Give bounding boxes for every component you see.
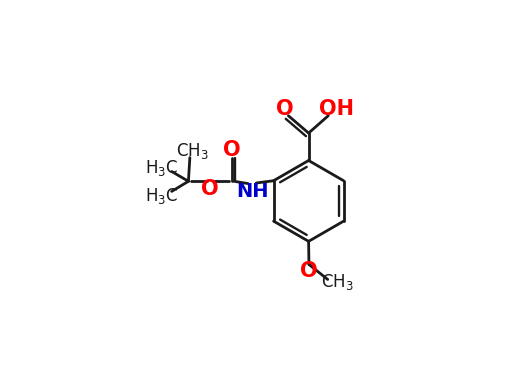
Text: O: O (300, 261, 318, 281)
Text: O: O (201, 179, 219, 199)
Text: H$_3$C: H$_3$C (145, 186, 178, 206)
Text: H$_3$C: H$_3$C (145, 158, 178, 178)
Text: CH$_3$: CH$_3$ (176, 141, 208, 160)
Text: NH: NH (236, 182, 269, 201)
Text: CH$_3$: CH$_3$ (322, 272, 354, 292)
Text: O: O (276, 99, 293, 118)
Text: OH: OH (319, 99, 354, 119)
Text: O: O (223, 140, 241, 160)
